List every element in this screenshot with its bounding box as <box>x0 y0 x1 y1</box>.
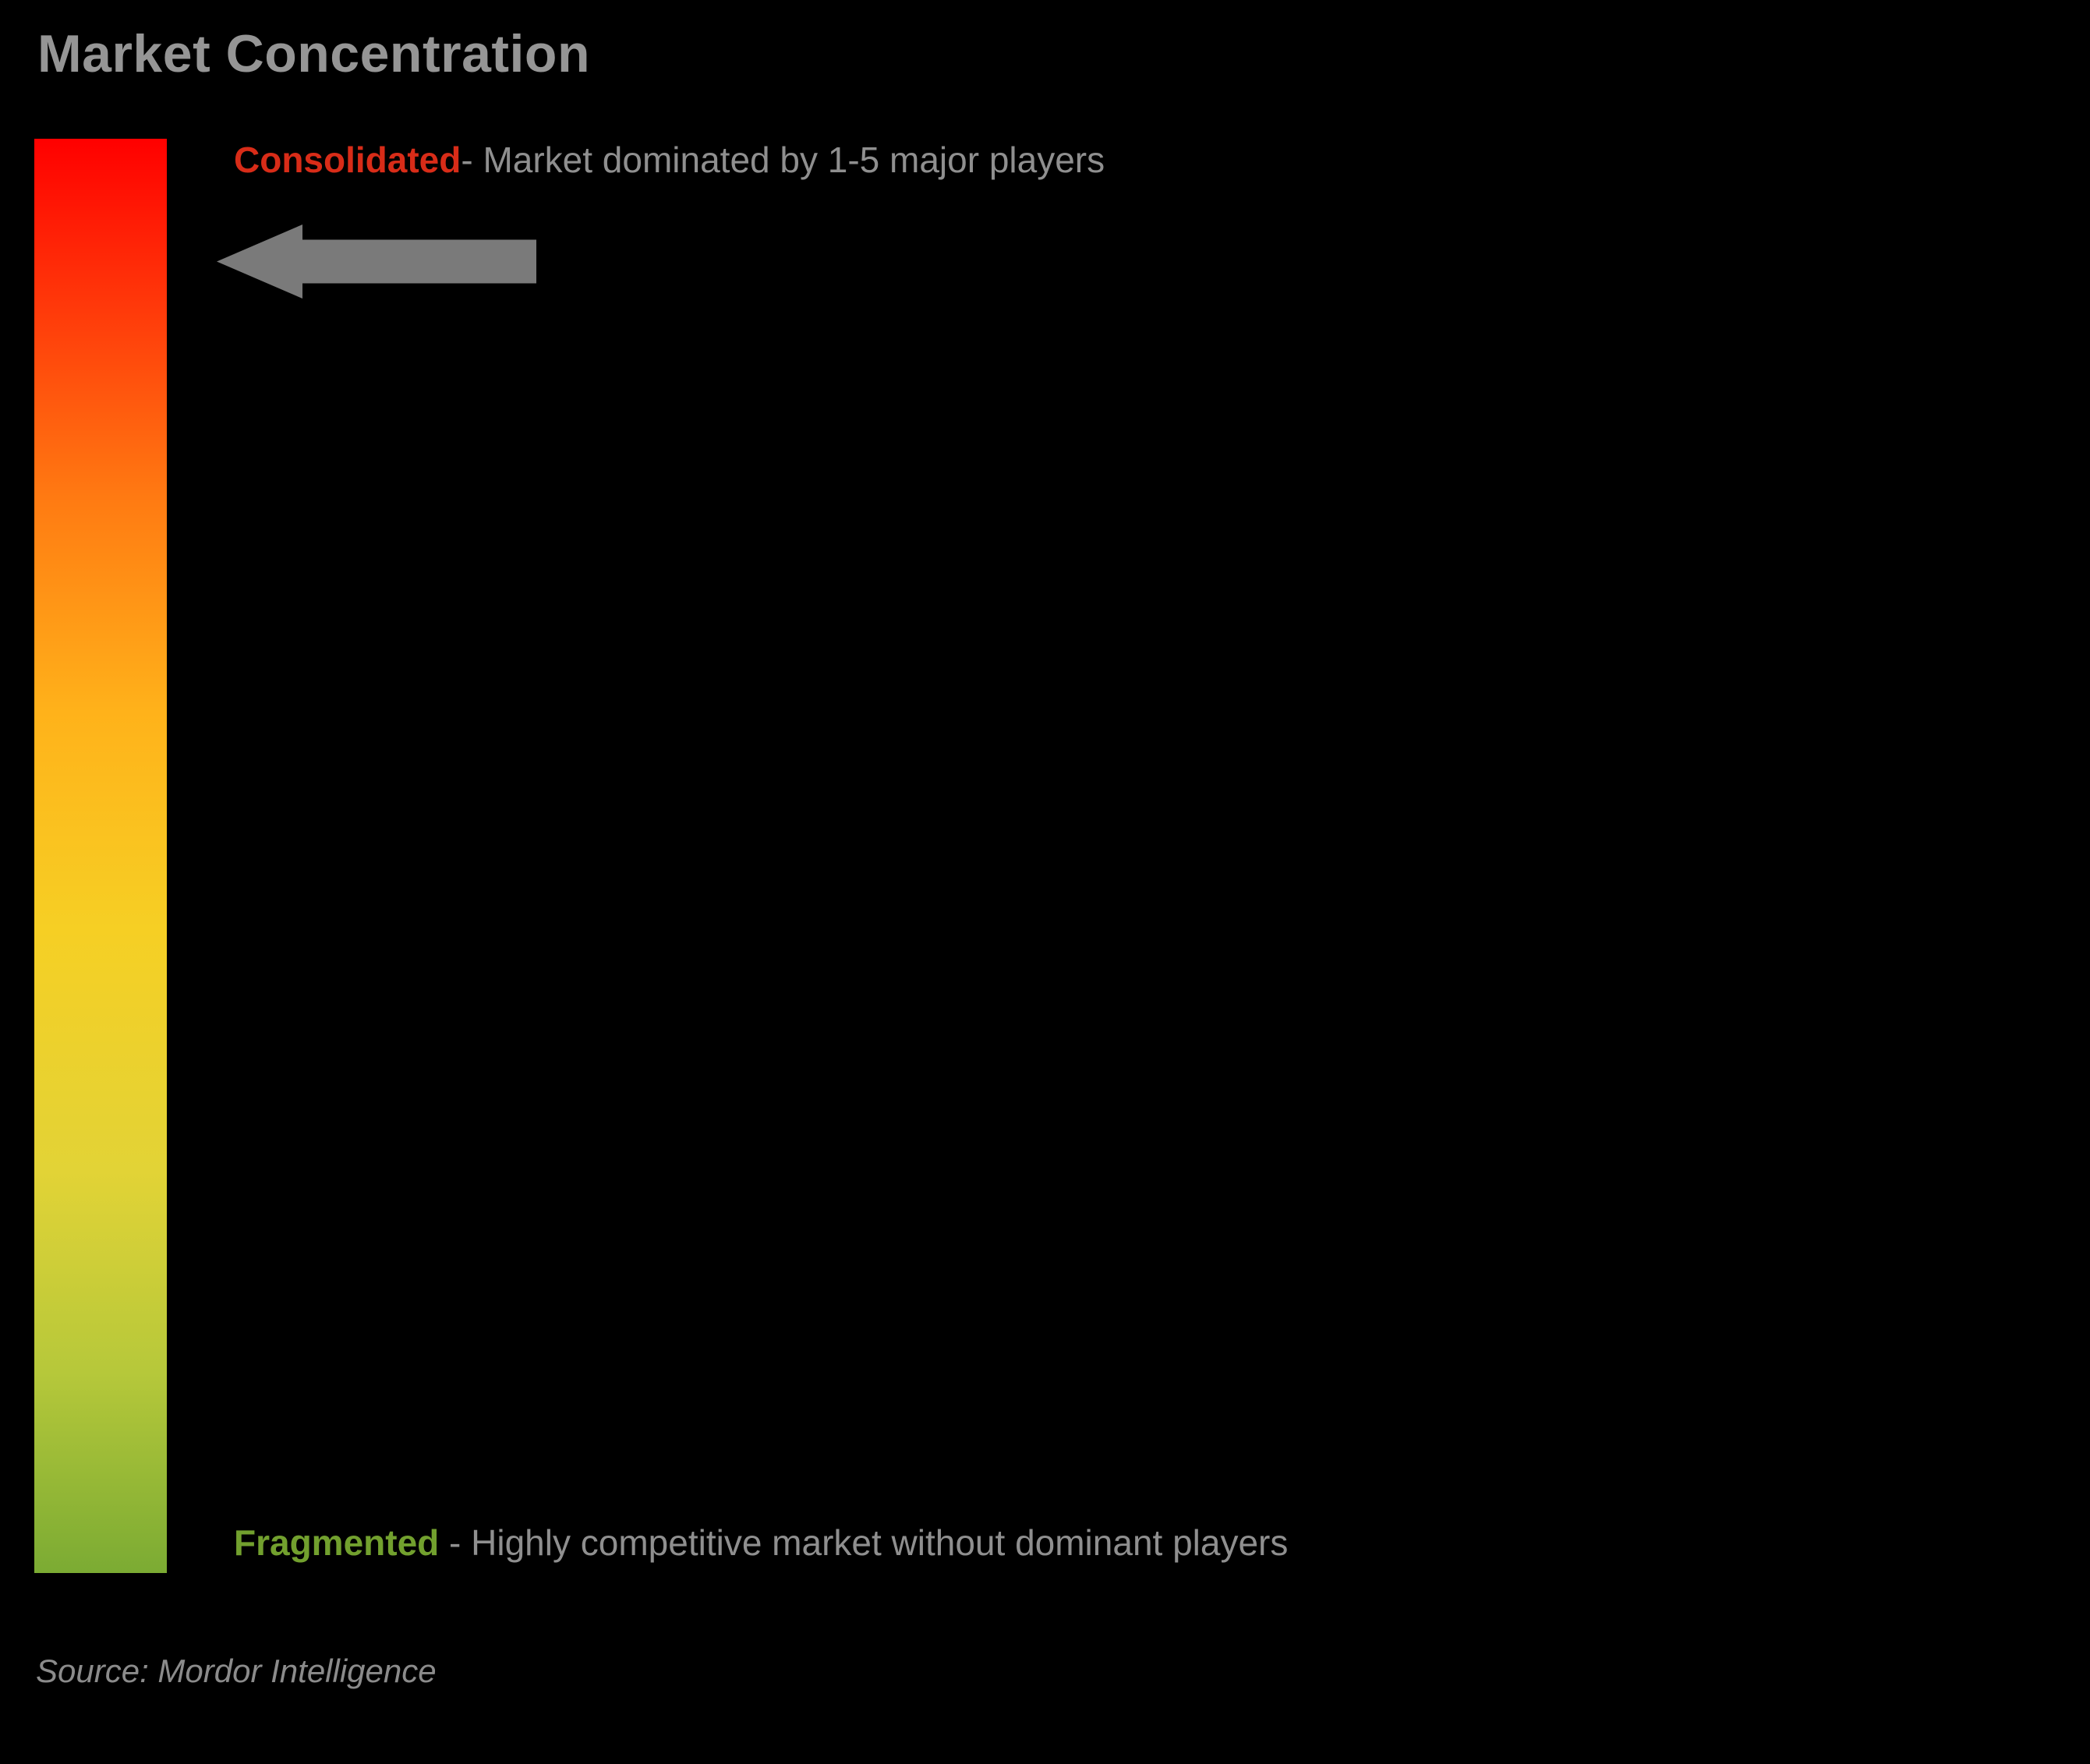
fragmented-description: - Highly competitive market without domi… <box>439 1522 1288 1563</box>
page-title: Market Concentration <box>37 23 590 84</box>
concentration-gradient-bar <box>34 139 167 1573</box>
infographic-root: Market Concentration Consolidated- Marke… <box>0 0 2090 1764</box>
arrow-left-icon <box>217 224 536 299</box>
consolidated-description: - Market dominated by 1-5 major players <box>461 140 1105 180</box>
consolidated-label: Consolidated- Market dominated by 1-5 ma… <box>234 139 1105 181</box>
consolidated-keyword: Consolidated <box>234 140 461 180</box>
fragmented-keyword: Fragmented <box>234 1522 439 1563</box>
fragmented-label: Fragmented - Highly competitive market w… <box>234 1522 1288 1564</box>
indicator-arrow <box>217 224 536 299</box>
source-attribution: Source: Mordor Intelligence <box>36 1653 437 1690</box>
